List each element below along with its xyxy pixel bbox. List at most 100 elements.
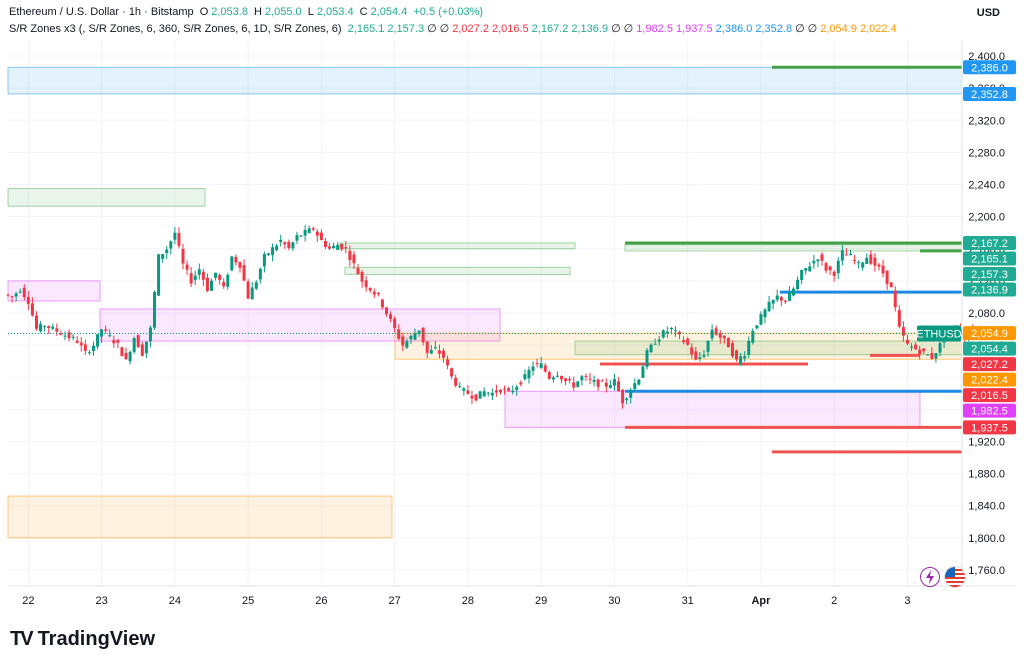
candle-body bbox=[539, 363, 543, 369]
symbol-title[interactable]: Ethereum / U.S. Dollar · 1h · Bitstamp bbox=[9, 6, 194, 18]
candle-body bbox=[79, 342, 83, 346]
indicator-legend: S/R Zones x3 (, S/R Zones, 6, 360, S/R Z… bbox=[9, 22, 903, 35]
candle-body bbox=[271, 247, 275, 256]
ohlc-high: 2,055.0 bbox=[264, 6, 302, 18]
candle-body bbox=[254, 282, 258, 289]
candle-body bbox=[893, 291, 897, 308]
candle-body bbox=[380, 299, 384, 308]
candle-body bbox=[604, 382, 608, 387]
time-tick-label: 2 bbox=[831, 595, 837, 607]
candle-body bbox=[482, 391, 486, 397]
candle-body bbox=[181, 248, 185, 264]
candle-body bbox=[413, 333, 417, 340]
candle-body bbox=[564, 378, 568, 382]
candle-body bbox=[197, 269, 201, 275]
candle-body bbox=[865, 257, 869, 264]
candle-body bbox=[421, 327, 425, 343]
candle-body bbox=[751, 330, 755, 343]
candle-body bbox=[787, 292, 791, 301]
lightning-icon[interactable] bbox=[920, 567, 940, 587]
candle-body bbox=[812, 260, 816, 264]
candle-body bbox=[938, 343, 942, 353]
candle-body bbox=[686, 338, 690, 345]
candle-body bbox=[779, 296, 783, 301]
candle-body bbox=[450, 368, 454, 377]
candle-body bbox=[63, 335, 67, 337]
us-flag-icon bbox=[944, 566, 966, 588]
candle-body bbox=[340, 243, 344, 250]
candle-body bbox=[328, 246, 332, 249]
candle-body bbox=[608, 385, 612, 388]
ohlc-close-key: C bbox=[359, 6, 368, 18]
price-tag bbox=[963, 403, 1016, 418]
candle-body bbox=[75, 340, 79, 343]
candle-body bbox=[441, 350, 445, 358]
ohlc-high-key: H bbox=[254, 6, 262, 18]
price-tag-label: 2,167.2 bbox=[971, 238, 1008, 250]
candle-body bbox=[816, 259, 820, 262]
candle-body bbox=[942, 341, 946, 343]
candle-body bbox=[132, 338, 136, 352]
candle-body bbox=[661, 330, 665, 338]
indicator-value: 2,027.2 bbox=[452, 23, 489, 35]
price-tick-label: 1,760.0 bbox=[968, 565, 1005, 577]
price-tag bbox=[963, 341, 1016, 356]
indicator-name[interactable]: S/R Zones x3 (, S/R Zones, 6, 360, S/R Z… bbox=[9, 23, 342, 35]
ohlc-change: +0.5 (+0.03%) bbox=[413, 6, 484, 18]
time-tick-label: 24 bbox=[169, 595, 181, 607]
candle-body bbox=[425, 341, 429, 353]
candle-body bbox=[747, 340, 751, 355]
candle-body bbox=[429, 349, 433, 354]
candle-body bbox=[694, 351, 698, 360]
candle-body bbox=[364, 280, 368, 288]
candle-body bbox=[873, 257, 877, 266]
candle-body bbox=[918, 349, 922, 355]
candle-body bbox=[161, 254, 165, 259]
candle-body bbox=[621, 389, 625, 404]
candle-body bbox=[645, 350, 649, 367]
candle-body bbox=[596, 379, 600, 387]
price-tick-label: 2,240.0 bbox=[968, 180, 1005, 192]
candle-body bbox=[820, 254, 824, 261]
candle-body bbox=[535, 363, 539, 365]
candle-body bbox=[519, 382, 523, 385]
candle-body bbox=[840, 250, 844, 261]
candle-body bbox=[625, 398, 629, 401]
candle-body bbox=[230, 256, 234, 271]
indicator-value: 2,016.5 bbox=[491, 23, 529, 35]
indicator-value: 1,937.5 bbox=[675, 23, 713, 35]
candle-body bbox=[30, 303, 34, 316]
currency-label[interactable]: USD bbox=[976, 7, 1000, 19]
candle-body bbox=[112, 340, 116, 344]
price-tag-label: 2,352.8 bbox=[971, 89, 1008, 101]
candle-body bbox=[722, 335, 726, 339]
candle-body bbox=[283, 242, 287, 245]
price-tag bbox=[963, 357, 1016, 372]
candle-body bbox=[218, 274, 222, 280]
candle-body bbox=[18, 291, 22, 293]
indicator-value: ∅ bbox=[439, 23, 450, 35]
candle-body bbox=[47, 325, 51, 329]
ohlc-open: 2,053.8 bbox=[211, 6, 248, 18]
candle-body bbox=[877, 264, 881, 267]
candle-body bbox=[714, 328, 718, 335]
candle-body bbox=[51, 326, 55, 329]
tradingview-logo[interactable]: TV TradingView bbox=[10, 628, 155, 651]
candle-body bbox=[881, 265, 885, 274]
price-tag-label: 2,157.3 bbox=[971, 269, 1008, 281]
candle-body bbox=[560, 375, 564, 380]
indicator-value: ∅ bbox=[427, 23, 437, 35]
candle-body bbox=[405, 341, 409, 348]
candle-body bbox=[144, 341, 148, 354]
candle-body bbox=[682, 340, 686, 343]
candle-body bbox=[678, 331, 682, 335]
candle-body bbox=[319, 232, 323, 241]
indicator-value: ∅ bbox=[611, 23, 621, 35]
price-tag bbox=[963, 420, 1016, 435]
sr-zone bbox=[624, 244, 963, 252]
candle-body bbox=[91, 345, 95, 351]
sr-zone bbox=[504, 390, 921, 428]
candle-body bbox=[332, 245, 336, 249]
candle-body bbox=[55, 328, 59, 332]
